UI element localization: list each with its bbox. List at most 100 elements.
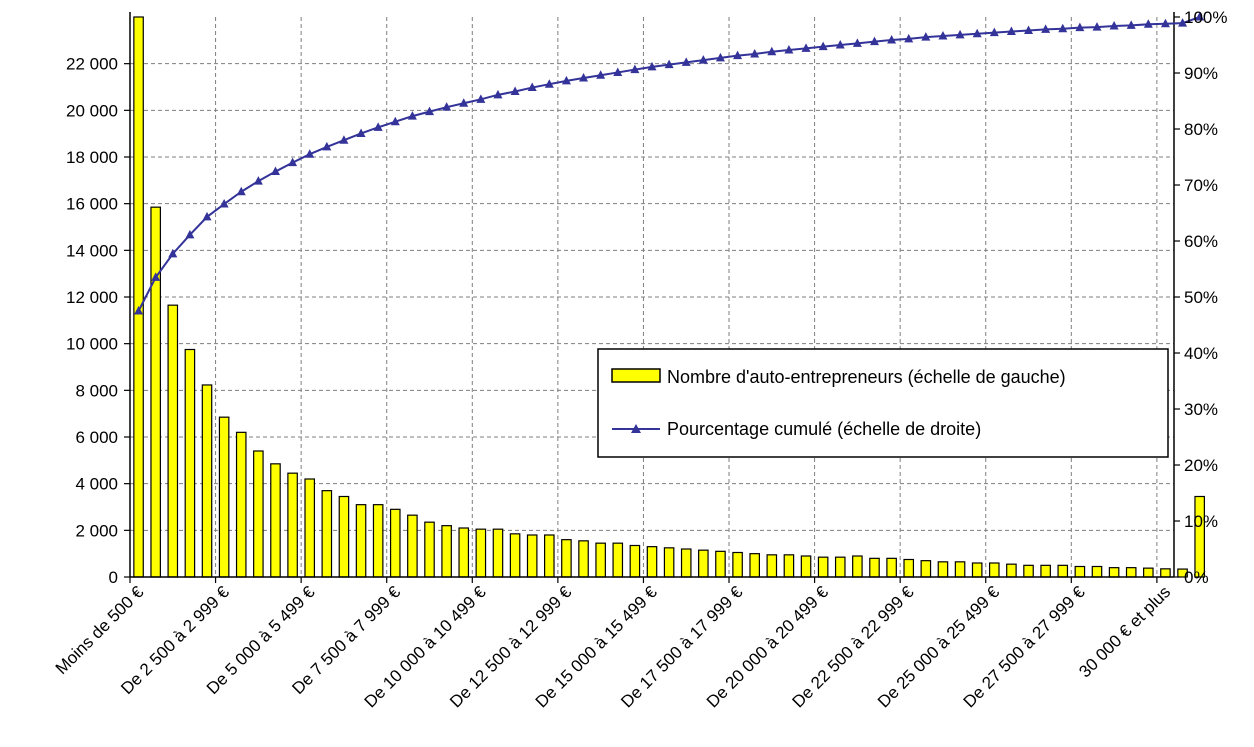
line-point bbox=[767, 46, 777, 56]
bar bbox=[150, 206, 161, 578]
line-point bbox=[887, 34, 897, 44]
bar bbox=[1006, 563, 1017, 578]
right-tick-label: 70% bbox=[1184, 176, 1218, 195]
line-point bbox=[647, 61, 657, 71]
line-point bbox=[544, 79, 554, 88]
left-tick-label: 10 000 bbox=[66, 335, 118, 354]
left-tick-label: 18 000 bbox=[66, 148, 118, 167]
line-series bbox=[134, 12, 1205, 315]
line-point bbox=[698, 55, 708, 64]
bar bbox=[1160, 568, 1171, 578]
bar bbox=[1040, 564, 1051, 578]
line-point bbox=[1041, 24, 1051, 33]
left-tick-label: 2 000 bbox=[75, 521, 118, 540]
line-point bbox=[476, 94, 486, 103]
line-point bbox=[1160, 18, 1170, 28]
bar bbox=[1177, 568, 1188, 578]
line-point bbox=[390, 116, 400, 126]
bar bbox=[971, 562, 983, 578]
bar bbox=[526, 534, 538, 578]
line-point bbox=[938, 31, 948, 40]
bar bbox=[424, 521, 435, 578]
line-point bbox=[510, 86, 520, 95]
bar bbox=[817, 556, 829, 578]
right-tick-label: 90% bbox=[1184, 64, 1218, 83]
line-point bbox=[151, 272, 161, 281]
bar bbox=[1057, 564, 1069, 578]
bar bbox=[1108, 567, 1120, 578]
bar bbox=[561, 539, 572, 578]
bar bbox=[715, 550, 726, 578]
bar bbox=[800, 555, 812, 578]
bar bbox=[544, 534, 555, 578]
line-point bbox=[185, 229, 195, 239]
bar bbox=[903, 558, 915, 578]
bar bbox=[1074, 565, 1086, 578]
bar bbox=[612, 542, 624, 578]
line-point bbox=[835, 40, 845, 49]
bar bbox=[783, 554, 795, 578]
line-point bbox=[596, 70, 606, 79]
line-point bbox=[202, 211, 212, 221]
bar bbox=[270, 463, 281, 578]
bar bbox=[321, 490, 333, 578]
bar bbox=[663, 547, 675, 578]
bar bbox=[698, 549, 709, 578]
left-tick-label: 20 000 bbox=[66, 101, 118, 120]
bar bbox=[834, 556, 846, 578]
bar bbox=[852, 555, 863, 578]
line-point bbox=[425, 106, 435, 116]
line-point bbox=[442, 102, 452, 111]
bar bbox=[441, 525, 452, 578]
bar bbox=[595, 542, 606, 578]
line-point bbox=[715, 52, 725, 62]
bar bbox=[869, 557, 880, 578]
line-point bbox=[613, 67, 623, 76]
line-point bbox=[493, 89, 503, 99]
line-point bbox=[955, 29, 965, 39]
x-axis-labels: Moins de 500 €De 2 500 à 2 999 €De 5 000… bbox=[52, 582, 1175, 711]
line-point bbox=[1075, 22, 1085, 32]
line-point bbox=[236, 186, 246, 196]
bar bbox=[133, 16, 144, 578]
line-point bbox=[1143, 19, 1153, 28]
line-point bbox=[1006, 26, 1016, 36]
line-point bbox=[972, 28, 982, 38]
line-point bbox=[1024, 25, 1034, 34]
left-tick-label: 22 000 bbox=[66, 55, 118, 74]
x-tick-label: 30 000 € et plus bbox=[1075, 582, 1174, 681]
bar bbox=[235, 431, 247, 578]
line-point bbox=[733, 50, 743, 60]
bar bbox=[218, 416, 230, 578]
right-tick-label: 100% bbox=[1184, 8, 1227, 27]
left-tick-label: 6 000 bbox=[75, 428, 118, 447]
bar bbox=[338, 495, 350, 578]
right-tick-label: 30% bbox=[1184, 400, 1218, 419]
line-point bbox=[1178, 18, 1188, 27]
x-tick-label: Moins de 500 € bbox=[52, 582, 148, 678]
left-tick-label: 8 000 bbox=[75, 381, 118, 400]
bar bbox=[749, 553, 760, 578]
legend-triangle-marker-icon bbox=[631, 424, 641, 433]
line-point bbox=[750, 48, 760, 58]
line-point bbox=[801, 43, 811, 52]
right-tick-label: 40% bbox=[1184, 344, 1218, 363]
line-point bbox=[322, 141, 332, 151]
left-tick-label: 0 bbox=[109, 568, 118, 587]
bar bbox=[680, 548, 692, 578]
line-point bbox=[134, 306, 144, 315]
line-point bbox=[784, 45, 794, 54]
line-point bbox=[869, 36, 879, 46]
left-axis-labels: 0 2 000 4 000 6 000 8 000 10 000 12 000 14 000 1… bbox=[66, 55, 118, 587]
bar bbox=[201, 384, 213, 578]
right-axis-labels: 0% 10% 20% 30% 40% 50% 60% 70% 80% 90% 100% bbox=[1184, 8, 1227, 587]
right-tick-label: 0% bbox=[1184, 568, 1209, 587]
bar bbox=[304, 478, 316, 578]
left-tick-label: 14 000 bbox=[66, 241, 118, 260]
line-point bbox=[921, 32, 931, 41]
legend: Nombre d'auto-entrepreneurs (échelle de … bbox=[597, 348, 1169, 458]
bar bbox=[389, 508, 401, 578]
line-point bbox=[407, 111, 417, 120]
line-point bbox=[681, 57, 691, 66]
